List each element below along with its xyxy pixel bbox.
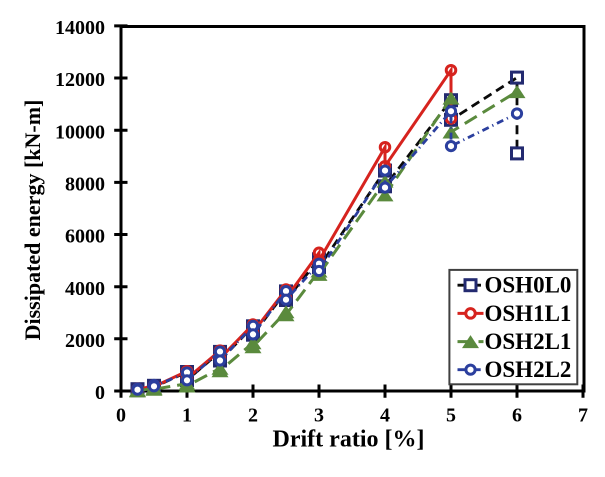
svg-text:6: 6 <box>512 405 522 427</box>
svg-text:0: 0 <box>95 382 105 404</box>
svg-text:4: 4 <box>380 405 390 427</box>
svg-text:OSH1L1: OSH1L1 <box>485 301 572 326</box>
svg-text:5: 5 <box>446 405 456 427</box>
svg-text:Dissipated energy [kN-m]: Dissipated energy [kN-m] <box>20 100 45 341</box>
svg-text:4000: 4000 <box>65 278 105 300</box>
svg-text:7: 7 <box>578 405 588 427</box>
svg-text:1: 1 <box>182 405 192 427</box>
svg-text:12000: 12000 <box>55 69 105 91</box>
svg-text:Drift ratio [%]: Drift ratio [%] <box>273 427 425 453</box>
svg-text:2000: 2000 <box>65 330 105 352</box>
svg-text:14000: 14000 <box>55 17 105 39</box>
svg-text:3: 3 <box>314 405 324 427</box>
svg-text:2: 2 <box>248 405 258 427</box>
svg-text:OSH0L0: OSH0L0 <box>485 273 572 298</box>
svg-text:10000: 10000 <box>55 121 105 143</box>
svg-text:0: 0 <box>116 405 126 427</box>
svg-text:OSH2L2: OSH2L2 <box>485 357 572 382</box>
svg-text:OSH2L1: OSH2L1 <box>485 329 572 354</box>
svg-text:6000: 6000 <box>65 226 105 248</box>
svg-text:8000: 8000 <box>65 174 105 196</box>
